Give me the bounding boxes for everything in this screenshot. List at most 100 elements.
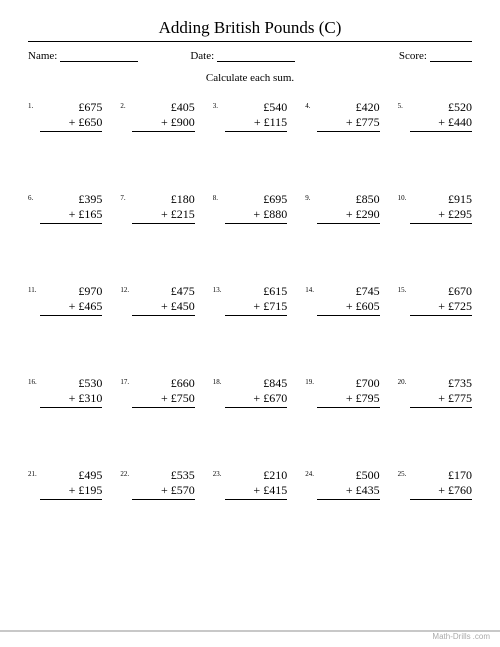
problem-number: 1.	[28, 100, 40, 110]
addend-top: £535	[132, 468, 194, 483]
problem-number: 2.	[120, 100, 132, 110]
addend-bottom-value: £465	[78, 299, 102, 314]
score-blank[interactable]	[430, 50, 472, 62]
problem: 15.£670+£725	[398, 284, 472, 316]
addend-bottom-value: £290	[356, 207, 380, 222]
operator: +	[438, 483, 445, 498]
addend-bottom: +£715	[225, 299, 287, 316]
operator: +	[253, 391, 260, 406]
addend-top: £735	[410, 376, 472, 391]
problem-number: 4.	[305, 100, 317, 110]
operator: +	[161, 115, 168, 130]
problem-body: £180+£215	[132, 192, 194, 224]
problem-number: 17.	[120, 376, 132, 386]
addend-top: £395	[40, 192, 102, 207]
operator: +	[253, 483, 260, 498]
problem-number: 22.	[120, 468, 132, 478]
addend-top: £845	[225, 376, 287, 391]
addend-bottom: +£775	[410, 391, 472, 408]
problem-body: £615+£715	[225, 284, 287, 316]
name-label: Name:	[28, 50, 57, 62]
operator: +	[253, 207, 260, 222]
operator: +	[254, 115, 261, 130]
problem-body: £210+£415	[225, 468, 287, 500]
addend-top: £695	[225, 192, 287, 207]
operator: +	[69, 483, 76, 498]
date-blank[interactable]	[217, 50, 295, 62]
problem-body: £420+£775	[317, 100, 379, 132]
problem-number: 15.	[398, 284, 410, 294]
problem-number: 8.	[213, 192, 225, 202]
problem-number: 9.	[305, 192, 317, 202]
problem-body: £675+£650	[40, 100, 102, 132]
addend-bottom: +£310	[40, 391, 102, 408]
problem-body: £540+£115	[225, 100, 287, 132]
problem: 1.£675+£650	[28, 100, 102, 132]
addend-top: £420	[317, 100, 379, 115]
operator: +	[161, 483, 168, 498]
operator: +	[69, 391, 76, 406]
problem-number: 6.	[28, 192, 40, 202]
addend-bottom-value: £760	[448, 483, 472, 498]
addend-bottom: +£650	[40, 115, 102, 132]
problem: 19.£700+£795	[305, 376, 379, 408]
problem-body: £695+£880	[225, 192, 287, 224]
problem-body: £535+£570	[132, 468, 194, 500]
addend-bottom-value: £295	[448, 207, 472, 222]
addend-bottom: +£900	[132, 115, 194, 132]
problem: 14.£745+£605	[305, 284, 379, 316]
problem-number: 7.	[120, 192, 132, 202]
addend-bottom: +£795	[317, 391, 379, 408]
addend-top: £540	[225, 100, 287, 115]
problem-body: £745+£605	[317, 284, 379, 316]
addend-top: £180	[132, 192, 194, 207]
meta-row: Name: Date: Score:	[28, 50, 472, 62]
footer-brand: Math-Drills	[432, 632, 470, 641]
addend-bottom-value: £450	[171, 299, 195, 314]
problem-number: 3.	[213, 100, 225, 110]
operator: +	[69, 115, 76, 130]
addend-bottom-value: £650	[78, 115, 102, 130]
addend-bottom: +£450	[132, 299, 194, 316]
page-title: Adding British Pounds (C)	[28, 18, 472, 38]
problem-number: 23.	[213, 468, 225, 478]
addend-bottom: +£465	[40, 299, 102, 316]
name-blank[interactable]	[60, 50, 138, 62]
addend-top: £745	[317, 284, 379, 299]
problem-body: £700+£795	[317, 376, 379, 408]
operator: +	[346, 115, 353, 130]
addend-bottom-value: £215	[171, 207, 195, 222]
problem: 6.£395+£165	[28, 192, 102, 224]
footer: Math-Drills.com	[0, 630, 500, 641]
problem: 9.£850+£290	[305, 192, 379, 224]
addend-bottom-value: £900	[171, 115, 195, 130]
problem-number: 18.	[213, 376, 225, 386]
addend-bottom-value: £670	[263, 391, 287, 406]
problem-number: 10.	[398, 192, 410, 202]
problem: 4.£420+£775	[305, 100, 379, 132]
addend-top: £700	[317, 376, 379, 391]
problem: 12.£475+£450	[120, 284, 194, 316]
operator: +	[438, 391, 445, 406]
problem: 25.£170+£760	[398, 468, 472, 500]
problem-number: 19.	[305, 376, 317, 386]
problem-number: 13.	[213, 284, 225, 294]
addend-bottom-value: £605	[356, 299, 380, 314]
addend-bottom: +£670	[225, 391, 287, 408]
operator: +	[346, 391, 353, 406]
problem: 10.£915+£295	[398, 192, 472, 224]
problem-number: 5.	[398, 100, 410, 110]
addend-bottom-value: £750	[171, 391, 195, 406]
addend-top: £970	[40, 284, 102, 299]
problem-body: £170+£760	[410, 468, 472, 500]
problem: 8.£695+£880	[213, 192, 287, 224]
addend-bottom-value: £435	[356, 483, 380, 498]
operator: +	[346, 483, 353, 498]
problem: 7.£180+£215	[120, 192, 194, 224]
problem: 20.£735+£775	[398, 376, 472, 408]
problem-number: 25.	[398, 468, 410, 478]
addend-top: £170	[410, 468, 472, 483]
addend-bottom: +£435	[317, 483, 379, 500]
problem-body: £850+£290	[317, 192, 379, 224]
addend-top: £670	[410, 284, 472, 299]
